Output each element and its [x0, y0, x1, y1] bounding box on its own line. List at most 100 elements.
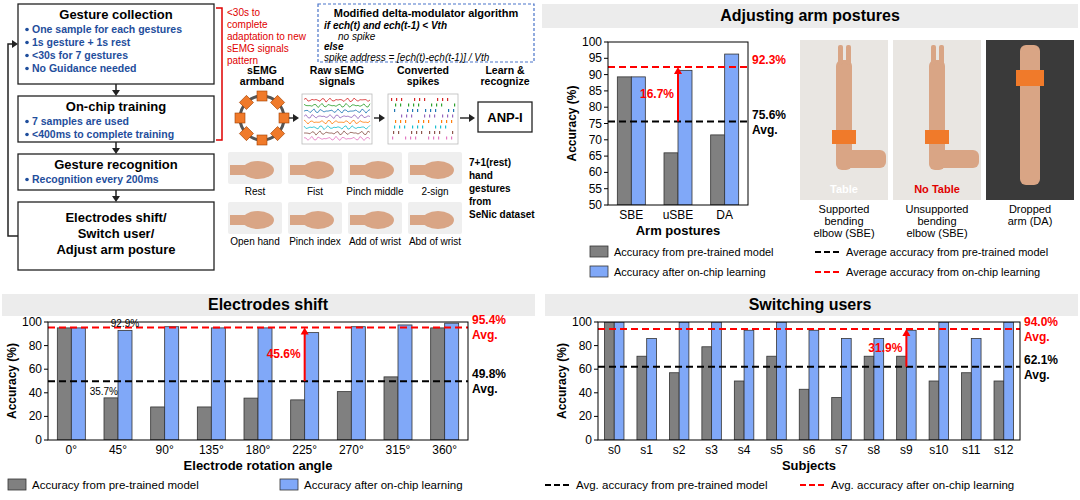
shape [986, 40, 1074, 200]
spike [453, 109, 454, 112]
x-tick-label: s2 [673, 443, 686, 457]
spike [413, 104, 414, 107]
bullet [25, 67, 29, 71]
spike [447, 98, 448, 101]
data-label: 35.7% [90, 386, 118, 397]
flow-bullet: <400ms to complete training [32, 128, 174, 140]
improvement-arrow [677, 73, 679, 121]
bar [604, 322, 614, 440]
shape [242, 211, 274, 229]
flow-arrow [115, 190, 117, 197]
spike [439, 131, 440, 134]
spike [441, 120, 442, 123]
bar [939, 322, 949, 440]
electrode [279, 113, 289, 123]
spike [411, 131, 412, 134]
x-tick-label: s7 [835, 443, 848, 457]
spike [418, 120, 419, 123]
y-tick [594, 416, 598, 417]
bar [151, 407, 165, 440]
bar [841, 339, 851, 440]
posture-label: Supported [819, 203, 870, 215]
electrode [235, 113, 245, 123]
spike [411, 115, 412, 118]
bar [211, 328, 225, 440]
spike [425, 109, 426, 112]
spike [400, 120, 401, 123]
bar [104, 398, 118, 440]
average-label: 75.6% [752, 108, 786, 122]
y-tick-label: 70 [589, 133, 603, 147]
spike [407, 109, 408, 112]
shape [348, 152, 402, 184]
x-axis-label: Electrode rotation angle [184, 458, 333, 473]
electrode [270, 95, 284, 109]
bar [962, 373, 972, 440]
chart: Adjusting arm postures505560657075808590… [542, 4, 1078, 278]
shape [925, 130, 949, 144]
average-label: 92.3% [752, 53, 786, 67]
feedback-arrow [8, 44, 18, 236]
arrow-head [112, 90, 120, 96]
y-tick-label: 80 [579, 339, 593, 353]
x-tick-label: s12 [994, 443, 1014, 457]
posture-tag: No Table [914, 183, 960, 195]
flow-title: Gesture collection [59, 7, 172, 22]
y-tick-label: 100 [572, 315, 592, 329]
bar [614, 322, 624, 440]
improvement-arrow [905, 335, 907, 367]
shape [302, 94, 372, 144]
x-tick-label: s9 [900, 443, 913, 457]
shape [838, 45, 843, 65]
bar [799, 389, 809, 440]
y-tick [604, 188, 608, 189]
shape [800, 40, 888, 200]
x-tick-label: 315° [386, 443, 411, 457]
y-tick-label: 40 [579, 386, 593, 400]
legend-swatch [815, 271, 841, 273]
average-tag: Avg. [472, 382, 498, 396]
gesture-image [288, 152, 342, 184]
gesture-label: Pinch middle [346, 186, 404, 197]
shape [348, 202, 402, 234]
bar [897, 356, 907, 440]
shape [302, 161, 334, 179]
spike [435, 126, 436, 129]
x-tick-label: 360° [432, 443, 457, 457]
bar [767, 356, 777, 440]
spike [424, 115, 425, 118]
legend: Accuracy from pre-trained modelAccuracy … [8, 479, 1014, 491]
bar [679, 322, 689, 440]
legend-label: Average accuracy from pre-trained model [846, 246, 1048, 258]
note: <30s to [227, 7, 261, 18]
legend-swatch [800, 484, 826, 486]
legend-swatch [590, 246, 608, 257]
legend-label: Avg. accuracy after on-chip learning [831, 479, 1014, 491]
bar [832, 398, 842, 440]
spike [436, 104, 437, 107]
arrow-head [112, 148, 120, 154]
algorithm-line: else [324, 41, 344, 52]
flow-box [18, 202, 214, 270]
posture-tag: Table [830, 183, 858, 195]
bullet [25, 120, 29, 124]
spike [445, 126, 446, 129]
spike [391, 98, 392, 101]
legend-label: Accuracy from pre-trained model [32, 479, 199, 491]
bar [669, 373, 679, 440]
average-line [598, 328, 1020, 330]
electrode [257, 91, 267, 101]
shape [939, 45, 944, 65]
spike [430, 109, 431, 112]
bar [305, 333, 319, 440]
spike [398, 131, 399, 134]
y-tick-label: 65 [589, 149, 603, 163]
bar [351, 327, 365, 440]
shape [846, 45, 851, 65]
title-band [542, 4, 1078, 28]
flow-title: Gesture recognition [54, 157, 178, 172]
improvement-label: 31.9% [868, 341, 902, 355]
bar [291, 400, 305, 440]
arrow-head [12, 40, 18, 48]
posture-image [893, 40, 981, 200]
